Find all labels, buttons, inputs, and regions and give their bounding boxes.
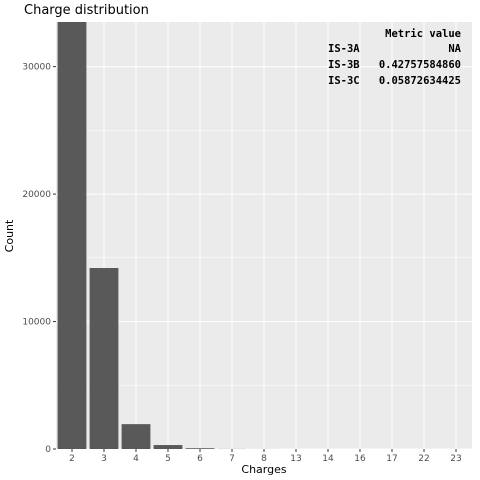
metric-row-2-value: 0.42757584860 [379,59,461,71]
bar-3 [89,268,119,449]
x-tick-label: 4 [133,454,139,464]
y-axis: 0 10000 20000 30000 [22,63,56,455]
metric-row-1-name: IS-3A [328,43,360,55]
chart-title: Charge distribution [24,3,149,18]
x-tick-label: 8 [261,454,267,464]
y-tick-label: 20000 [22,190,51,200]
metric-row-3-name: IS-3C [328,75,360,87]
y-tick-label: 10000 [22,318,51,328]
x-tick-label: 2 [69,454,75,464]
metrics-header: Metric value [385,28,461,40]
x-tick-label: 3 [101,454,107,464]
bar-4 [121,424,151,449]
x-tick-label: 22 [418,454,429,464]
x-tick-label: 16 [354,454,366,464]
y-tick-label: 0 [45,445,51,455]
y-axis-label: Count [3,219,16,252]
x-tick-label: 14 [322,454,334,464]
bar-5 [153,445,183,449]
metric-row-3-value: 0.05872634425 [379,75,461,87]
x-axis: 2 3 4 5 6 7 8 13 14 16 17 22 23 [69,449,462,464]
bar-2 [57,22,87,449]
y-tick-label: 30000 [22,63,51,73]
metric-row-2-name: IS-3B [328,59,360,71]
x-axis-label: Charges [241,463,286,476]
x-tick-label: 6 [197,454,203,464]
metric-row-1-value: NA [448,43,461,55]
x-tick-label: 23 [450,454,461,464]
x-tick-label: 17 [386,454,397,464]
metrics-table: Metric value IS-3A NA IS-3B 0.4275758486… [328,28,462,87]
bars [57,22,471,449]
bar-6 [185,448,215,449]
x-tick-label: 13 [290,454,301,464]
x-tick-label: 5 [165,454,171,464]
x-tick-label: 7 [229,454,235,464]
